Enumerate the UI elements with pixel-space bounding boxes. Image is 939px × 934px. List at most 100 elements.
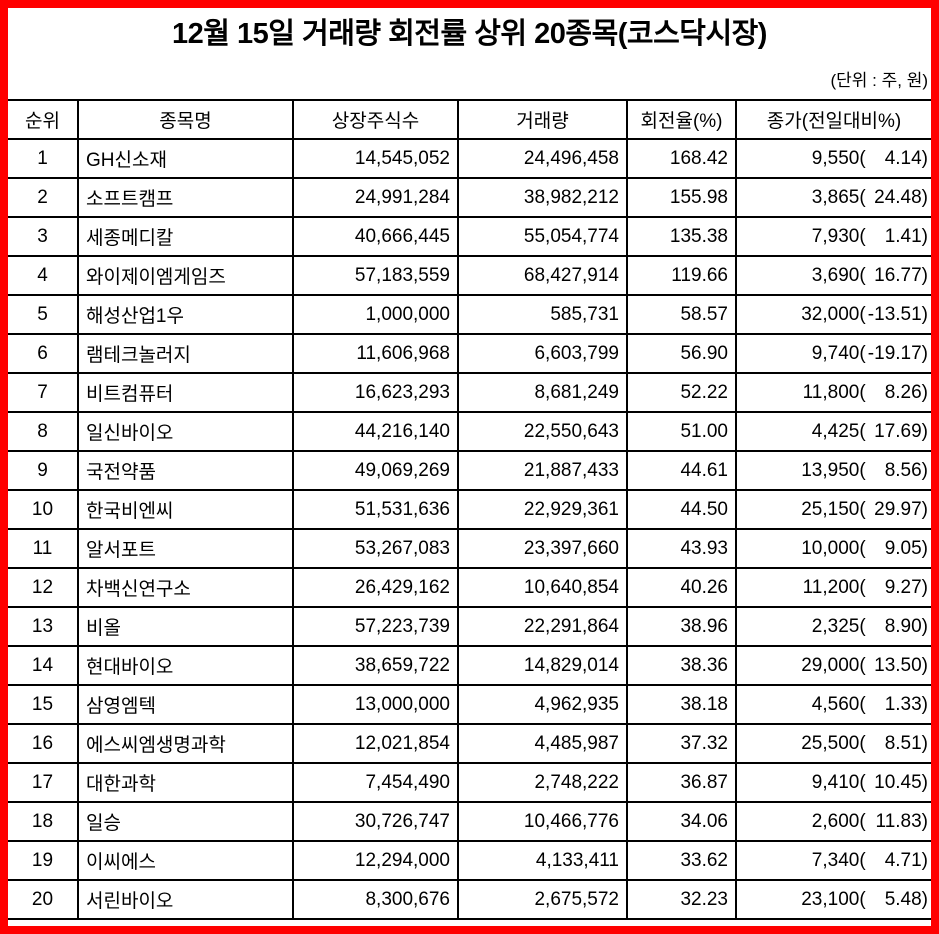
change-percent: 1.33	[884, 693, 922, 715]
shares-cell: 1,000,000	[292, 294, 459, 335]
shares-cell: 16,623,293	[292, 372, 459, 413]
close-cell: 9,410( 10.45)	[735, 762, 931, 803]
rank-cell: 16	[8, 723, 79, 764]
name-cell: 소프트캠프	[77, 177, 294, 218]
shares-cell: 30,726,747	[292, 801, 459, 842]
table-row: 9 국전약품 49,069,269 21,887,433 44.61 13,950(8.5…	[8, 450, 931, 491]
close-paren: )	[921, 888, 928, 910]
volume-cell: 2,675,572	[457, 879, 628, 920]
table-row: 12 차백신연구소 26,429,162 10,640,854 40.26 11,200(…	[8, 567, 931, 608]
name-cell: 이씨에스	[77, 840, 294, 881]
table-row: 13 비올 57,223,739 22,291,864 38.96 2,325(8.90)	[8, 606, 931, 647]
turnover-cell: 52.22	[626, 372, 737, 413]
name-cell: 한국비엔씨	[77, 489, 294, 530]
close-price: 32,000(	[801, 303, 866, 325]
name-cell: 일승	[77, 801, 294, 842]
close-price: 7,930(	[811, 225, 866, 247]
turnover-cell: 43.93	[626, 528, 737, 569]
close-price: 10,000(	[801, 537, 866, 559]
turnover-cell: 168.42	[626, 138, 737, 179]
close-paren: )	[921, 537, 928, 559]
turnover-cell: 155.98	[626, 177, 737, 218]
volume-cell: 8,681,249	[457, 372, 628, 413]
turnover-cell: 58.57	[626, 294, 737, 335]
turnover-cell: 56.90	[626, 333, 737, 374]
close-paren: )	[921, 225, 928, 247]
header-cell-shares: 상장주식수	[292, 99, 459, 140]
name-cell: 램테크놀러지	[77, 333, 294, 374]
volume-cell: 21,887,433	[457, 450, 628, 491]
volume-cell: 4,133,411	[457, 840, 628, 881]
rank-cell: 14	[8, 645, 79, 686]
rank-cell: 6	[8, 333, 79, 374]
shares-cell: 26,429,162	[292, 567, 459, 608]
name-cell: 현대바이오	[77, 645, 294, 686]
close-paren: )	[921, 849, 928, 871]
change-percent: 17.69	[874, 420, 922, 442]
name-cell: 국전약품	[77, 450, 294, 491]
change-percent: 8.26	[884, 381, 922, 403]
shares-cell: 49,069,269	[292, 450, 459, 491]
table-row: 11 알서포트 53,267,083 23,397,660 43.93 10,000(9.…	[8, 528, 931, 569]
header-cell-turnover: 회전율(%)	[626, 99, 737, 140]
change-percent: 10.45	[874, 771, 922, 793]
change-percent: 8.56	[884, 459, 922, 481]
name-cell: 대한과학	[77, 762, 294, 803]
turnover-cell: 32.23	[626, 879, 737, 920]
table-row: 19 이씨에스 12,294,000 4,133,411 33.62 7,340(4.71…	[8, 840, 931, 881]
name-cell: 와이제이엠게임즈	[77, 255, 294, 296]
turnover-cell: 38.36	[626, 645, 737, 686]
close-cell: 7,340(4.71)	[735, 840, 931, 881]
rank-cell: 11	[8, 528, 79, 569]
table-row: 10 한국비엔씨 51,531,636 22,929,361 44.50 25,150(2…	[8, 489, 931, 530]
rank-cell: 15	[8, 684, 79, 725]
close-price: 9,550(	[811, 147, 866, 169]
rank-cell: 8	[8, 411, 79, 452]
close-paren: )	[921, 186, 928, 208]
change-percent: 24.48	[874, 186, 922, 208]
rank-cell: 18	[8, 801, 79, 842]
shares-cell: 12,294,000	[292, 840, 459, 881]
close-paren: )	[921, 732, 928, 754]
table-row: 1 GH신소재 14,545,052 24,496,458 168.42 9,550(4.…	[8, 138, 931, 179]
header-cell-close: 종가(전일대비%)	[735, 99, 931, 140]
table-row: 14 현대바이오 38,659,722 14,829,014 38.36 29,000(1…	[8, 645, 931, 686]
close-paren: )	[921, 147, 928, 169]
close-cell: 3,865( 24.48)	[735, 177, 931, 218]
close-price: 23,100(	[801, 888, 866, 910]
close-price: 9,410(	[811, 771, 866, 793]
close-price: 2,325(	[811, 615, 866, 637]
change-percent: 9.27	[884, 576, 922, 598]
rank-cell: 4	[8, 255, 79, 296]
close-cell: 10,000(9.05)	[735, 528, 931, 569]
close-paren: )	[921, 420, 928, 442]
volume-cell: 22,550,643	[457, 411, 628, 452]
shares-cell: 14,545,052	[292, 138, 459, 179]
volume-cell: 4,485,987	[457, 723, 628, 764]
name-cell: 에스씨엠생명과학	[77, 723, 294, 764]
shares-cell: 13,000,000	[292, 684, 459, 725]
table-row: 4 와이제이엠게임즈 57,183,559 68,427,914 119.66 3,690…	[8, 255, 931, 296]
volume-cell: 10,466,776	[457, 801, 628, 842]
change-percent: 8.90	[884, 615, 922, 637]
close-price: 3,865(	[811, 186, 866, 208]
close-price: 7,340(	[811, 849, 866, 871]
change-percent: 16.77	[874, 264, 922, 286]
name-cell: 삼영엠텍	[77, 684, 294, 725]
turnover-cell: 38.18	[626, 684, 737, 725]
close-price: 9,740(	[811, 342, 866, 364]
table-row: 2 소프트캠프 24,991,284 38,982,212 155.98 3,865(24…	[8, 177, 931, 218]
close-cell: 2,325( 8.90)	[735, 606, 931, 647]
close-cell: 9,740(-19.17)	[735, 333, 931, 374]
header-cell-rank: 순위	[8, 99, 79, 140]
shares-cell: 40,666,445	[292, 216, 459, 257]
change-percent: -13.51	[867, 303, 922, 325]
close-paren: )	[921, 576, 928, 598]
rank-cell: 3	[8, 216, 79, 257]
close-paren: )	[921, 615, 928, 637]
unit-note: (단위 : 주, 원)	[830, 71, 929, 90]
close-paren: )	[921, 771, 928, 793]
turnover-cell: 44.61	[626, 450, 737, 491]
close-paren: )	[921, 654, 928, 676]
